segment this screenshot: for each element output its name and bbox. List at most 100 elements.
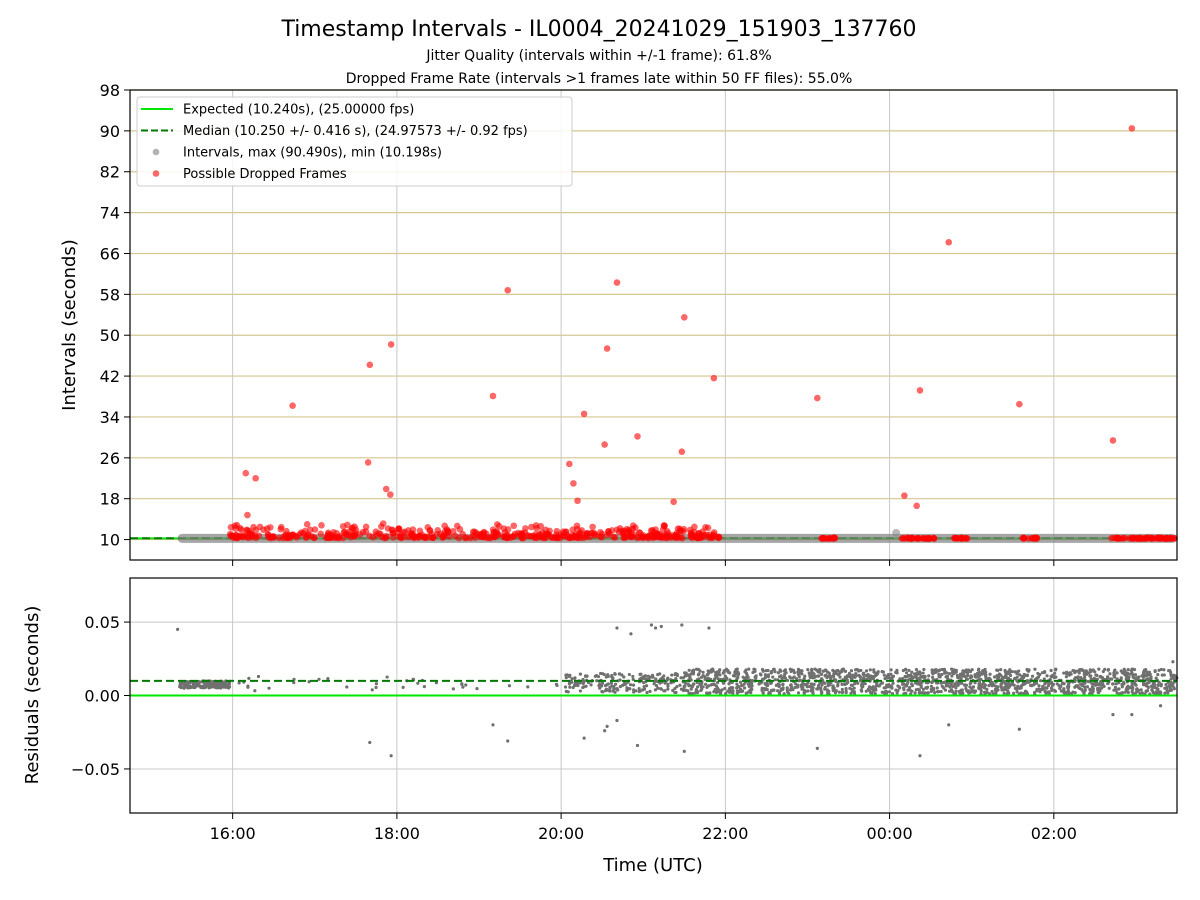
dropped-frame-point — [244, 511, 251, 519]
residual-point — [811, 691, 815, 695]
residual-point — [992, 675, 997, 679]
intervals-y-axis-label: Intervals (seconds) — [59, 239, 80, 411]
dropped-frame-point — [814, 394, 821, 402]
dropped-frame-point — [901, 535, 909, 542]
residual-point — [890, 691, 895, 696]
residual-point — [1126, 684, 1130, 688]
dropped-frame-point — [691, 523, 698, 531]
residual-point — [570, 677, 574, 681]
residual-point — [1064, 675, 1068, 679]
residual-point — [943, 688, 948, 692]
residual-point — [849, 683, 854, 687]
residual-point — [779, 669, 783, 673]
residual-point — [994, 684, 998, 688]
residual-point — [1083, 675, 1087, 679]
residual-point — [902, 686, 906, 690]
residual-point — [247, 676, 251, 680]
residual-point — [856, 681, 860, 685]
residual-point — [871, 676, 876, 681]
intervals-y-tick-label: 58 — [100, 285, 120, 304]
residual-point — [1091, 668, 1095, 672]
residuals-reference-lines — [130, 679, 1177, 697]
residual-point — [682, 749, 686, 753]
residual-point — [889, 685, 893, 689]
dropped-frame-point — [304, 531, 312, 538]
chart-subtitle-dropped: Dropped Frame Rate (intervals >1 frames … — [346, 71, 853, 87]
residual-point — [820, 690, 824, 694]
intervals-panel: 10 18 26 34 42 50 58 66 74 82 90 98 Intervals (seco… — [59, 81, 1179, 566]
residual-point — [940, 667, 944, 672]
residual-point — [1055, 682, 1059, 686]
residual-point — [821, 669, 825, 673]
residual-point — [870, 691, 874, 695]
residual-point — [875, 672, 879, 677]
residual-point — [789, 683, 793, 687]
residual-point — [783, 668, 788, 672]
residual-point — [781, 686, 785, 690]
residual-point — [1120, 682, 1124, 687]
residual-point — [631, 677, 635, 681]
residual-point — [988, 672, 992, 676]
dropped-frame-point — [674, 534, 682, 541]
residual-point — [910, 670, 914, 674]
dropped-frame-point — [471, 534, 479, 542]
residual-point — [683, 681, 688, 685]
residual-point — [911, 676, 915, 680]
residual-point — [871, 689, 875, 693]
residual-point — [723, 686, 727, 691]
intervals-y-tick-label: 66 — [100, 244, 120, 263]
residual-point — [317, 677, 321, 681]
dropped-frame-point — [586, 533, 594, 541]
residual-point — [656, 686, 660, 690]
residual-point — [506, 739, 510, 743]
residual-point — [1109, 677, 1113, 681]
residual-point — [771, 675, 775, 679]
residual-point — [707, 626, 711, 630]
residual-point — [1082, 671, 1087, 675]
residual-point — [963, 683, 968, 687]
residual-point — [644, 684, 649, 688]
residual-point — [475, 686, 479, 691]
legend-box — [136, 96, 573, 187]
dropped-frame-point — [510, 522, 518, 530]
residual-point — [904, 683, 908, 687]
residual-point — [680, 623, 684, 627]
dropped-frame-point — [440, 531, 448, 539]
residual-point — [765, 688, 769, 692]
residuals-plot-frame — [129, 577, 1178, 814]
residual-point — [894, 688, 898, 692]
legend-label: Expected (10.240s), (25.00000 fps) — [183, 103, 414, 118]
dropped-frame-point — [1147, 535, 1155, 542]
residual-point — [554, 682, 559, 686]
residual-point — [723, 674, 727, 678]
intervals-y-tick-label: 74 — [100, 204, 120, 223]
residual-point — [995, 668, 999, 672]
residual-point — [868, 668, 872, 672]
residual-point — [934, 681, 939, 685]
residual-point — [679, 676, 683, 680]
residual-point — [589, 683, 593, 687]
residual-point — [854, 668, 858, 672]
residual-point — [999, 685, 1003, 689]
legend-swatch — [152, 148, 160, 156]
residual-point — [1099, 674, 1103, 679]
dropped-frame-point — [396, 533, 403, 541]
residual-point — [662, 689, 666, 693]
dropped-frame-point — [1128, 125, 1136, 132]
residual-point — [642, 687, 647, 691]
residual-point — [662, 674, 666, 678]
residuals-y-axis-label: Residuals (seconds) — [22, 606, 43, 785]
residual-point — [1145, 681, 1149, 685]
legend-label: Possible Dropped Frames — [183, 167, 347, 182]
dropped-frame-point — [958, 534, 966, 542]
residual-point — [1141, 673, 1145, 677]
residual-point — [943, 680, 947, 685]
residual-point — [576, 683, 580, 688]
residual-point — [1131, 687, 1135, 691]
residual-point — [1008, 684, 1012, 688]
residual-point — [666, 684, 670, 688]
residual-point — [764, 669, 768, 673]
residual-point — [724, 691, 728, 696]
residual-point — [737, 690, 741, 694]
residual-point — [796, 670, 800, 674]
